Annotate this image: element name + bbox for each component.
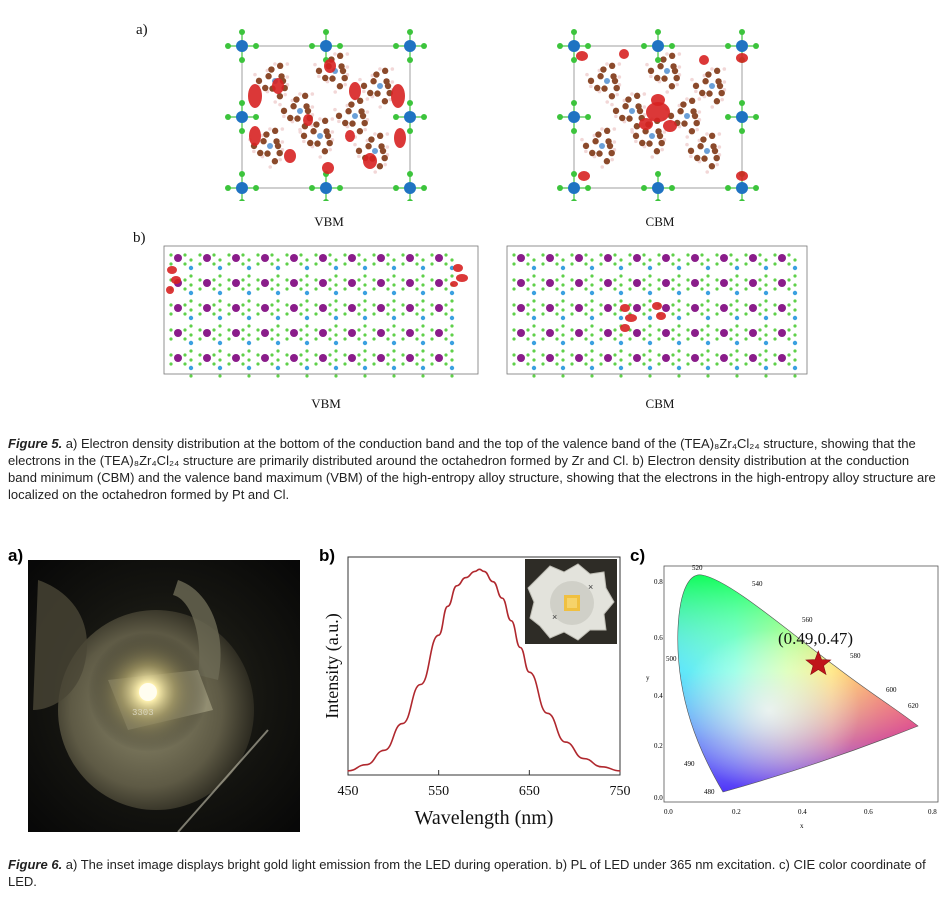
pl-data-point — [456, 585, 458, 587]
svg-text:×: × — [552, 612, 557, 622]
pl-data-point — [565, 741, 567, 743]
pl-x-tick-label: 650 — [519, 784, 540, 799]
figure-5-caption: Figure 5. a) Electron density distributi… — [8, 435, 938, 503]
cie-led-point-star — [805, 650, 832, 676]
fig6-panel-c-label: c) — [630, 546, 646, 565]
svg-text:0.4: 0.4 — [798, 808, 807, 816]
svg-text:480: 480 — [704, 788, 715, 796]
svg-text:500: 500 — [666, 655, 677, 663]
cie-coordinate-annotation: (0.49,0.47) — [778, 629, 853, 648]
pl-data-point — [483, 570, 485, 572]
svg-text:540: 540 — [752, 580, 763, 588]
svg-text:520: 520 — [692, 564, 703, 572]
fig5a-vbm-label: VBM — [314, 214, 344, 229]
pl-data-point — [510, 620, 512, 622]
svg-text:×: × — [588, 582, 593, 592]
fig5-panel-b-label: b) — [133, 230, 146, 246]
svg-text:0.8: 0.8 — [928, 808, 937, 816]
fig5a-cbm-label: CBM — [645, 214, 675, 229]
pl-inset-led-photo: × × — [525, 559, 617, 644]
svg-text:0.6: 0.6 — [654, 634, 663, 642]
pl-data-point — [501, 597, 503, 599]
figure-6-caption-text: a) The inset image displays bright gold … — [8, 857, 926, 889]
svg-text:620: 620 — [908, 702, 919, 710]
pl-y-axis-label: Intensity (a.u.) — [322, 613, 343, 718]
svg-text:x: x — [800, 822, 804, 830]
pl-x-tick-label: 450 — [338, 784, 359, 799]
svg-text:y: y — [646, 674, 650, 682]
pl-data-point — [492, 581, 494, 583]
svg-text:600: 600 — [886, 686, 897, 694]
vbm-crystal-structure — [225, 29, 427, 201]
fig6-panel-a-label: a) — [8, 546, 24, 565]
pl-data-point — [583, 757, 585, 760]
figure-6-caption: Figure 6. a) The inset image displays br… — [8, 856, 938, 890]
pl-series-line — [347, 568, 621, 772]
svg-text:0.2: 0.2 — [654, 742, 663, 750]
pl-data-point — [619, 770, 621, 772]
cie-wavelength-marks: 520 540 560 580 600 620 500 490 480 — [666, 564, 919, 796]
fig6-panel-b-label: b) — [319, 546, 336, 565]
figure-5-caption-prefix: Figure 5. — [8, 436, 63, 451]
pl-x-axis-label: Wavelength (nm) — [415, 807, 554, 829]
pl-data-point — [383, 749, 385, 751]
pl-data-point — [365, 764, 367, 766]
pl-data-point — [447, 605, 449, 607]
pl-data-point — [419, 683, 422, 686]
svg-text:0.6: 0.6 — [864, 808, 873, 816]
fig5b-cbm-label: CBM — [645, 396, 675, 411]
pl-data-point — [438, 634, 440, 636]
svg-text:0.8: 0.8 — [654, 578, 663, 586]
pl-data-point — [465, 576, 467, 579]
cie-spectral-locus — [677, 574, 919, 793]
pl-data-point — [519, 646, 521, 649]
figure-6-caption-prefix: Figure 6. — [8, 857, 63, 872]
cbm-crystal-structure — [557, 29, 759, 201]
led-photo: 3303 — [28, 560, 300, 832]
svg-text:0.0: 0.0 — [664, 808, 673, 816]
svg-text:560: 560 — [802, 616, 813, 624]
pl-x-tick-label: 750 — [610, 784, 631, 799]
fig5-panel-a-label: a) — [136, 22, 148, 38]
svg-text:580: 580 — [850, 652, 861, 660]
pl-data-point — [528, 671, 530, 673]
pl-x-tick-label: 550 — [428, 784, 449, 799]
cbm-alloy-structure — [506, 245, 808, 378]
led-board-text: 3303 — [132, 708, 154, 718]
pl-data-point — [546, 712, 549, 714]
figure-5-caption-text: a) Electron density distribution at the … — [8, 436, 936, 502]
pl-data-point — [601, 766, 603, 768]
cie-chromaticity-diagram: 0.8 0.6 0.4 0.2 0.0 0.0 0.2 0.4 0.6 0.8 … — [646, 564, 939, 830]
svg-text:490: 490 — [684, 760, 695, 768]
svg-text:0.2: 0.2 — [732, 808, 741, 816]
svg-text:0.4: 0.4 — [654, 692, 663, 700]
pl-series-layer — [347, 568, 621, 772]
pl-data-point — [478, 568, 481, 570]
fig5b-vbm-label: VBM — [311, 396, 341, 411]
vbm-alloy-structure — [163, 245, 479, 378]
pl-data-point — [401, 722, 403, 725]
svg-text:0.0: 0.0 — [654, 794, 663, 802]
cie-axis-ticks: 0.8 0.6 0.4 0.2 0.0 0.0 0.2 0.4 0.6 0.8 … — [646, 578, 937, 830]
pl-data-point — [474, 570, 476, 572]
pl-data-point — [347, 770, 349, 772]
pl-x-ticks: 450 550 650 750 — [338, 770, 631, 799]
pl-spectrum-chart: 450 550 650 750 × × Wavelength (nm) Intensi… — [322, 556, 631, 829]
